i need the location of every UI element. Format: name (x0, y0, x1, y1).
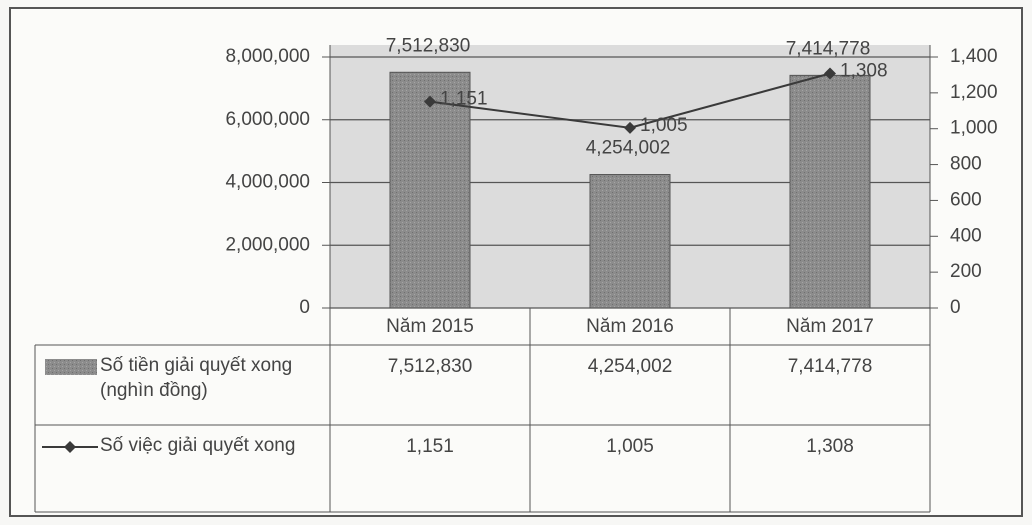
y-tick-label: 8,000,000 (225, 46, 310, 67)
marker (624, 121, 636, 134)
bar (389, 71, 471, 309)
legend-label-box: Số việc giải quyết xong (100, 435, 296, 456)
marker (424, 95, 436, 108)
bar (789, 74, 871, 309)
table-value: 1,151 (406, 436, 454, 457)
table-value: 7,414,778 (788, 356, 873, 377)
x-tick-label: Năm 2017 (786, 316, 874, 337)
y2-tick-label: 400 (950, 225, 982, 246)
x-tick-label: Năm 2015 (386, 316, 474, 337)
table-value: 7,512,830 (388, 356, 473, 377)
data-label: 1,005 (640, 115, 688, 136)
data-label: 1,308 (840, 61, 888, 82)
marker (824, 67, 836, 80)
x-tick-label: Năm 2016 (586, 316, 674, 337)
y2-tick-label: 200 (950, 261, 982, 282)
legend-label: Số tiền giải quyết xong (nghìn đồng) (100, 355, 293, 401)
y2-tick-label: 1,000 (950, 118, 998, 139)
data-label: 4,254,002 (586, 138, 671, 159)
data-label: 7,414,778 (786, 38, 871, 59)
y2-tick-label: 0 (950, 297, 961, 318)
table-value: 1,005 (606, 436, 654, 457)
y-tick-label: 2,000,000 (225, 234, 310, 255)
table-value: 1,308 (806, 436, 854, 457)
y-tick-label: 6,000,000 (225, 109, 310, 130)
data-label: 1,151 (440, 89, 488, 110)
y-tick-label: 4,000,000 (225, 172, 310, 193)
y2-tick-label: 600 (950, 189, 982, 210)
legend-label-box: Số tiền giải quyết xong (nghìn đồng) (100, 355, 293, 401)
y2-tick-label: 1,400 (950, 46, 998, 67)
y-tick-label: 0 (299, 297, 310, 318)
y2-tick-label: 800 (950, 154, 982, 175)
legend-swatch (45, 359, 97, 375)
data-label: 7,512,830 (386, 35, 471, 56)
bar (589, 174, 671, 309)
y2-tick-label: 1,200 (950, 82, 998, 103)
legend-marker (64, 441, 76, 453)
legend-label: Số việc giải quyết xong (100, 435, 296, 456)
table-value: 4,254,002 (588, 356, 673, 377)
